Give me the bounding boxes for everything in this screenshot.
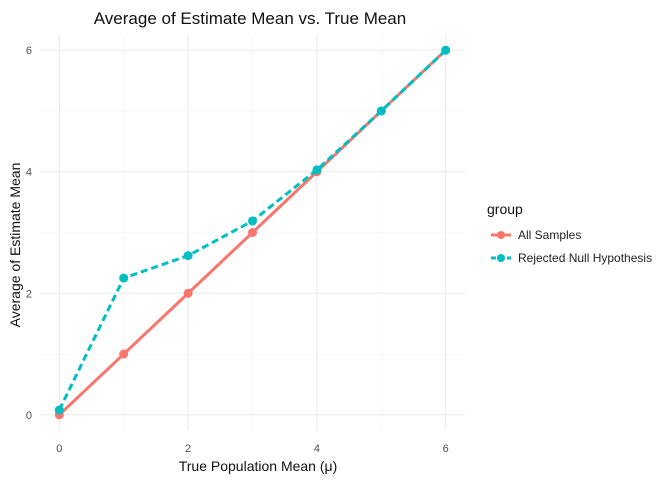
x-tick-label: 2 (185, 443, 191, 455)
data-point (248, 228, 257, 237)
x-tick-label: 4 (314, 443, 320, 455)
y-tick-labels: 0 2 4 6 (26, 45, 32, 422)
y-tick-label: 0 (26, 410, 32, 422)
legend-item: Rejected Null Hypothesis (491, 251, 652, 265)
major-gridlines (40, 35, 465, 430)
data-point (183, 288, 193, 298)
data-point (441, 45, 451, 55)
legend-label: Rejected Null Hypothesis (518, 251, 652, 265)
x-tick-labels: 0 2 4 6 (56, 443, 448, 455)
chart-title: Average of Estimate Mean vs. True Mean (94, 9, 406, 28)
legend-title: group (487, 201, 523, 217)
y-axis-title: Average of Estimate Mean (7, 163, 23, 328)
data-point (54, 405, 64, 415)
series-2 (54, 45, 451, 415)
x-axis-title: True Population Mean (μ) (179, 458, 338, 474)
legend-item: All Samples (491, 228, 581, 242)
legend-items: All Samples Rejected Null Hypothesis (491, 228, 652, 265)
legend: group All Samples Rejected Null Hypothesi… (487, 201, 652, 265)
legend-key-point (497, 231, 505, 239)
y-tick-label: 6 (26, 45, 32, 57)
data-point (119, 273, 129, 283)
series-layer (54, 45, 451, 420)
legend-key-point (497, 254, 505, 262)
x-tick-label: 0 (56, 443, 62, 455)
data-point (376, 106, 386, 116)
y-tick-label: 4 (26, 167, 32, 179)
data-point (248, 216, 257, 226)
data-point (183, 251, 193, 261)
data-point (312, 165, 322, 175)
data-point (119, 349, 129, 359)
x-tick-label: 6 (443, 443, 449, 455)
y-tick-label: 2 (26, 288, 32, 300)
legend-label: All Samples (518, 228, 581, 242)
